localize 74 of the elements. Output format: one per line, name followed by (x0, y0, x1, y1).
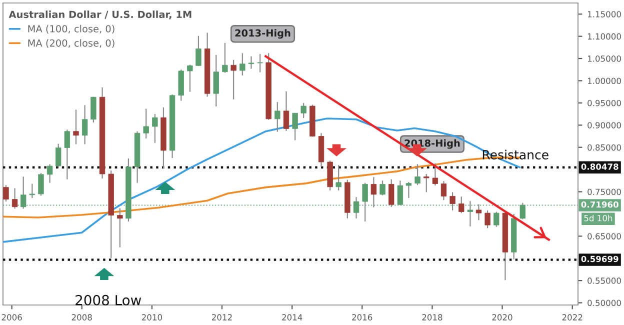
y-tick-label: 0.65000 (588, 233, 621, 240)
ref-line-label: 0.59699 (581, 256, 618, 262)
candlestick (46, 164, 53, 184)
candlestick (467, 200, 474, 227)
candlestick (283, 90, 290, 132)
candlestick (12, 188, 18, 210)
ref-line-label: 0.80478 (581, 164, 618, 170)
candlestick (484, 210, 490, 229)
x-tick-label: 2014 (282, 314, 302, 320)
candlestick (3, 184, 9, 202)
candlestick (240, 52, 246, 76)
candlestick (248, 56, 254, 70)
candlestick (196, 35, 202, 67)
candlestick (152, 113, 158, 144)
legend-label: MA (200, close, 0) (28, 39, 114, 48)
candlestick (222, 42, 228, 74)
candlestick (520, 202, 526, 220)
candlestick (370, 176, 377, 208)
candlestick (440, 180, 447, 201)
candlestick (117, 208, 123, 248)
candlestick (257, 54, 263, 73)
legend-label: MA (100, close, 0) (28, 24, 114, 34)
candlestick (362, 182, 368, 222)
candlestick (274, 101, 280, 132)
candlestick (90, 96, 96, 124)
candlestick (388, 178, 394, 208)
y-tick-label: 0.90000 (588, 122, 621, 128)
x-tick-label: 2016 (352, 314, 372, 320)
annotation: 2008 Low (76, 294, 142, 306)
x-tick-label: 2022 (562, 314, 582, 320)
candlestick (29, 183, 36, 199)
text: Australian Dollar / U.S. Dollar, 1M (8, 10, 192, 20)
x-tick-label: 2020 (492, 314, 512, 320)
candlestick (476, 204, 482, 221)
x-tick-label: 2006 (2, 314, 22, 320)
x-tick-label: 2008 (72, 314, 92, 320)
candlestick (55, 143, 62, 169)
candlestick (424, 173, 430, 193)
candlestick (82, 104, 88, 145)
x-tick-label: 2012 (212, 314, 232, 320)
candlestick (450, 192, 456, 211)
x-tick-label: 2010 (142, 314, 162, 320)
y-tick-label: 0.95000 (588, 100, 621, 106)
candlestick (458, 196, 464, 214)
annotation: 2013-High (235, 29, 290, 39)
candlestick (20, 176, 26, 210)
y-tick-label: 1.15000 (588, 11, 621, 18)
x-tick-label: 2018 (422, 314, 442, 320)
candlestick (230, 59, 236, 100)
candlestick (187, 64, 193, 92)
y-tick-label: 1.10000 (588, 33, 621, 40)
y-tick-label: 1.05000 (588, 55, 621, 62)
candlestick (300, 102, 306, 119)
candlestick (143, 108, 149, 140)
candlestick (414, 164, 420, 186)
candlestick (353, 196, 360, 219)
y-tick-label: 0.55000 (588, 278, 621, 284)
candlestick (213, 54, 219, 108)
y-tick-label: 0.85000 (588, 144, 621, 151)
candlestick (406, 181, 412, 199)
candlestick (292, 112, 298, 141)
candlestick (38, 172, 44, 196)
candlestick (64, 129, 70, 180)
ref-line-label: 0.71960 (581, 201, 618, 208)
y-tick-label: 0.50000 (588, 300, 621, 306)
candlestick (73, 109, 79, 145)
candlestick (494, 211, 500, 228)
y-tick-label: 1.00000 (588, 78, 621, 84)
candlestick (432, 162, 438, 186)
candlestick (397, 180, 404, 206)
candlestick (380, 180, 386, 196)
candlestick (336, 164, 342, 191)
text: 5d 10h (584, 214, 612, 222)
y-tick-label: 0.75000 (588, 188, 621, 196)
